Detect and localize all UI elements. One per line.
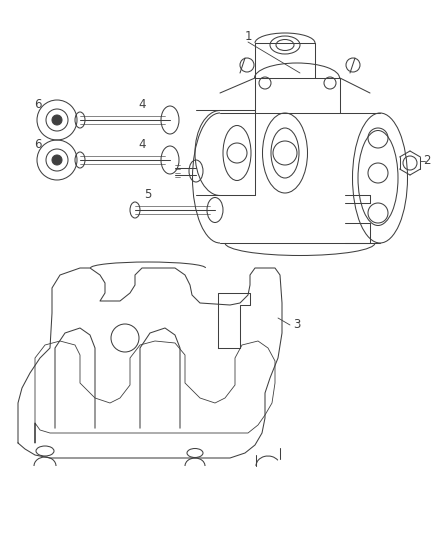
- Text: 1: 1: [244, 29, 252, 43]
- Text: 6: 6: [34, 139, 42, 151]
- Text: 3: 3: [293, 319, 301, 332]
- Circle shape: [52, 155, 62, 165]
- Text: 6: 6: [34, 99, 42, 111]
- Text: 4: 4: [138, 139, 146, 151]
- Circle shape: [52, 115, 62, 125]
- Text: 2: 2: [423, 155, 431, 167]
- Text: 4: 4: [138, 99, 146, 111]
- Text: 5: 5: [144, 189, 152, 201]
